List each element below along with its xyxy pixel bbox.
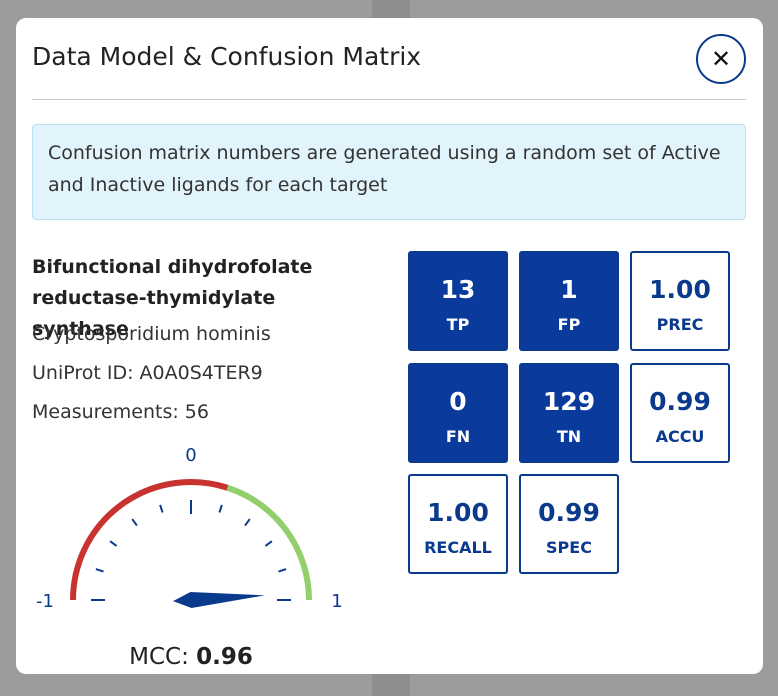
cell-value: 0.99 [649,386,711,416]
matrix-cell: 0.99 ACCU [630,362,730,463]
cell-label: TN [556,426,582,446]
cell-label: SPEC [546,538,592,557]
matrix-cell: 1.00 RECALL [408,474,508,574]
mcc-label: MCC: [129,644,189,670]
organism: Cryptosporidium hominis [32,323,271,345]
matrix-cell: 0 FN [408,362,508,463]
gauge: -1 0 1 MCC: 0.96 [36,445,343,670]
cell-value: 1.00 [427,498,489,527]
cell-value: 13 [440,275,476,304]
info-alert: Confusion matrix numbers are generated u… [32,124,746,220]
modal: Data Model & Confusion Matrix ✕ Confusio… [16,18,763,674]
target-name: Bifunctional dihydrofolate reductase-thy… [32,256,313,340]
gauge-dash [159,504,164,513]
cell-label: TP [446,315,470,334]
uniprot-id: UniProt ID: A0A0S4TER9 [32,362,263,384]
gauge-dash [278,568,287,573]
cell-label: RECALL [424,538,492,557]
close-button[interactable]: ✕ [696,34,746,84]
matrix-cell: 0.99 SPEC [519,474,619,574]
gauge-zone [70,479,229,601]
gauge-tick-label: 1 [331,591,342,612]
cell-label: FP [557,315,581,334]
cell-label: PREC [656,315,704,334]
gauge-dash [109,540,118,547]
matrix-cell: 13 TP [408,251,508,351]
cell-value: 129 [542,386,596,416]
mcc-value: 0.96 [196,644,253,670]
mcc-text: MCC: 0.96 [129,644,253,670]
cell-value: 0.99 [538,498,600,527]
cell-label: ACCU [655,426,705,446]
cell-label: FN [445,426,471,446]
gauge-needle [173,592,265,608]
cell-value: 0 [449,386,467,416]
matrix-cell: 1.00 PREC [630,251,730,351]
cell-value: 1.00 [649,275,711,304]
measurements: Measurements: 56 [32,401,209,423]
gauge-dash [264,540,273,547]
matrix-cell: 1 FP [519,251,619,351]
gauge-dash [244,518,251,527]
modal-title: Data Model & Confusion Matrix [32,42,422,71]
gauge-dash [131,518,138,527]
gauge-dash [218,504,223,513]
cell-value: 1 [560,275,578,304]
gauge-zone [226,484,312,601]
matrix-cell: 129 TN [519,362,619,463]
divider [32,99,746,100]
gauge-tick-label: 0 [185,445,196,466]
gauge-tick-label: -1 [36,591,54,612]
gauge-dash [95,568,104,573]
